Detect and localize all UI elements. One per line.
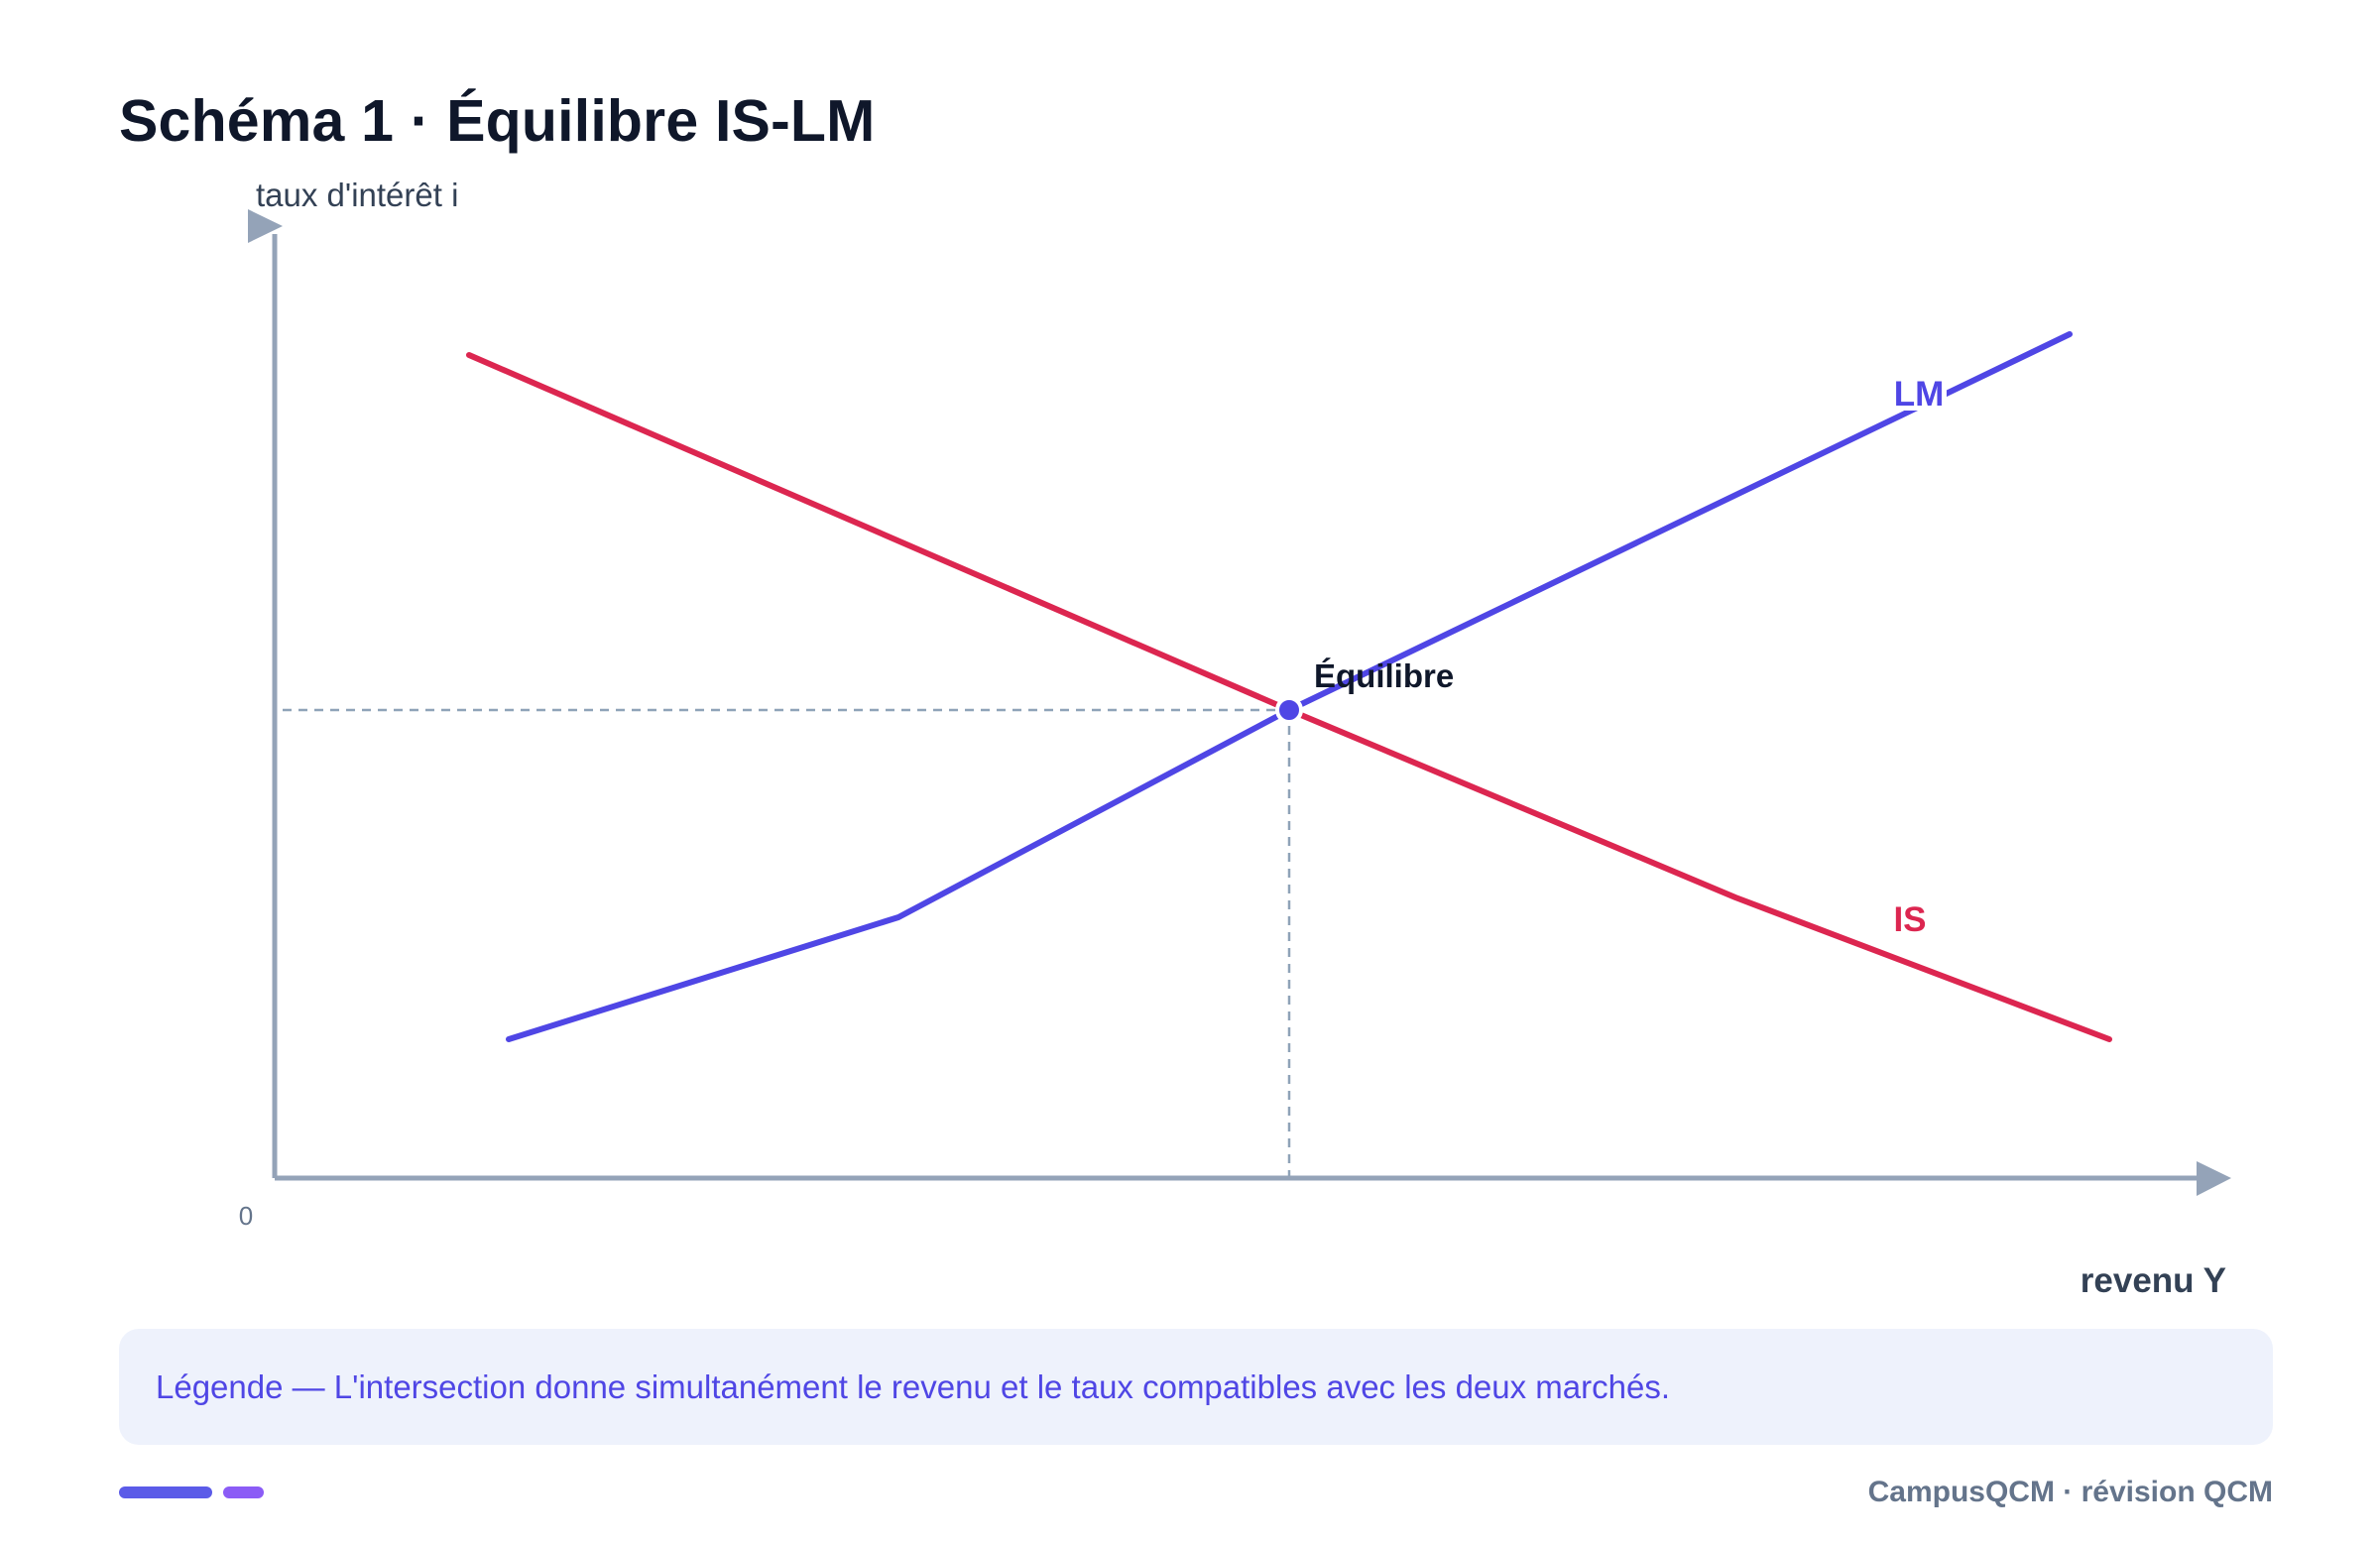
x-axis-arrow-icon xyxy=(2197,1161,2231,1196)
legend-text: Légende — L'intersection donne simultané… xyxy=(156,1367,1671,1405)
x-axis-label: revenu Y xyxy=(2081,1261,2226,1300)
y-axis-arrow-icon xyxy=(248,209,283,243)
origin-label: 0 xyxy=(239,1201,253,1231)
is-curve xyxy=(466,352,2112,1042)
is-curve-label: IS xyxy=(1893,900,1926,939)
footer-brand: CampusQCM · révision QCM xyxy=(1867,1476,2273,1508)
y-axis-label: taux d'intérêt i xyxy=(256,177,458,213)
lm-curve xyxy=(506,331,2073,1042)
brand-accent-bar xyxy=(119,1486,212,1498)
legend-box: Légende — L'intersection donne simultané… xyxy=(119,1329,2273,1445)
page-title: Schéma 1 · Équilibre IS-LM xyxy=(119,88,876,154)
lm-curve-label: LM xyxy=(1894,375,1945,414)
brand-accent-bar-secondary xyxy=(223,1486,264,1498)
equilibrium-label: Équilibre xyxy=(1314,657,1454,694)
equilibrium-point xyxy=(1275,696,1303,724)
